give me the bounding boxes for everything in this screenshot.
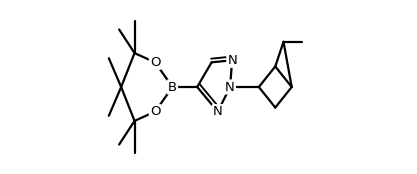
- Text: B: B: [168, 81, 177, 93]
- Text: O: O: [150, 105, 160, 118]
- Text: N: N: [227, 54, 237, 67]
- Text: N: N: [225, 81, 235, 93]
- Text: N: N: [213, 105, 223, 118]
- Text: O: O: [150, 56, 160, 69]
